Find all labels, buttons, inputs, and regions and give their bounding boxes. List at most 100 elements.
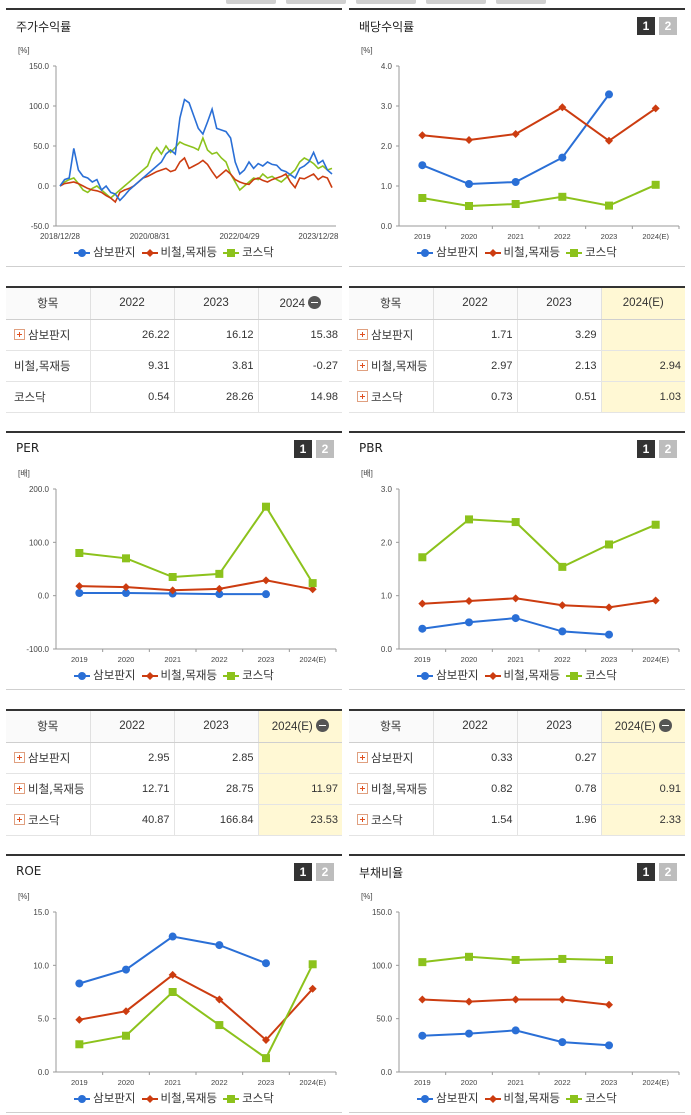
pager-button-2[interactable]: 2 bbox=[659, 440, 677, 458]
row-label: 삼보판지 bbox=[28, 750, 71, 765]
legend-marker-icon bbox=[566, 1094, 583, 1103]
expand-plus-icon[interactable] bbox=[14, 813, 25, 825]
legend-label: 비철,목재등 bbox=[160, 1091, 218, 1105]
data-point bbox=[262, 959, 270, 968]
collapse-minus-icon[interactable] bbox=[658, 719, 672, 733]
data-point bbox=[75, 979, 84, 988]
expand-plus-icon[interactable] bbox=[357, 751, 368, 763]
legend-item[interactable]: 코스닥 bbox=[566, 244, 617, 260]
legend-item[interactable]: 코스닥 bbox=[223, 244, 274, 260]
data-point bbox=[558, 1038, 567, 1047]
legend-marker bbox=[488, 1094, 497, 1103]
legend-item[interactable]: 코스닥 bbox=[223, 667, 274, 683]
expand-plus-icon[interactable] bbox=[357, 359, 368, 371]
data-point bbox=[262, 1054, 270, 1063]
data-point bbox=[651, 596, 660, 605]
y-unit-label: [%] bbox=[18, 46, 30, 55]
data-point bbox=[308, 984, 317, 993]
data-point bbox=[558, 601, 567, 610]
table-header-row: 항목 2022 2023 2024(E) bbox=[349, 286, 685, 320]
legend-marker-icon bbox=[566, 671, 583, 680]
data-point bbox=[75, 582, 84, 591]
legend-item[interactable]: 삼보판지 bbox=[74, 667, 136, 683]
legend-item[interactable]: 삼보판지 bbox=[417, 667, 479, 683]
data-point bbox=[215, 590, 224, 599]
legend-item[interactable]: 비철,목재등 bbox=[484, 667, 560, 683]
column-header: 항목 bbox=[380, 721, 402, 734]
x-tick-label: 2020 bbox=[461, 232, 478, 240]
data-point bbox=[465, 180, 473, 188]
pager-button-2[interactable]: 2 bbox=[659, 17, 677, 35]
x-tick-label: 2020 bbox=[118, 655, 135, 663]
x-tick-label: 2023 bbox=[258, 655, 275, 663]
table-row: 코스닥 0.54 28.26 14.98 bbox=[6, 381, 342, 413]
expand-plus-icon[interactable] bbox=[14, 328, 25, 340]
data-point bbox=[418, 958, 427, 967]
legend-item[interactable]: 비철,목재등 bbox=[484, 244, 560, 260]
data-point bbox=[122, 583, 130, 592]
legend-item[interactable]: 비철,목재등 bbox=[141, 667, 217, 683]
data-point bbox=[122, 965, 130, 974]
legend-item[interactable]: 삼보판지 bbox=[74, 1090, 136, 1106]
legend-item[interactable]: 비철,목재등 bbox=[484, 1090, 560, 1106]
legend-item[interactable]: 삼보판지 bbox=[417, 244, 479, 260]
legend-item[interactable]: 비철,목재등 bbox=[141, 1090, 218, 1106]
table-cell: 40.87 bbox=[89, 804, 174, 836]
legend-item[interactable]: 코스닥 bbox=[566, 667, 617, 683]
column-header: 2023 bbox=[546, 720, 572, 733]
pager-button-2[interactable]: 2 bbox=[316, 440, 334, 458]
legend-item[interactable]: 코스닥 bbox=[223, 1090, 274, 1106]
legend-item[interactable]: 비철,목재등 bbox=[141, 244, 217, 260]
legend-marker-icon bbox=[484, 1094, 501, 1103]
pager-button-2[interactable]: 2 bbox=[316, 863, 334, 881]
row-label: 삼보판지 bbox=[28, 327, 71, 342]
data-point bbox=[558, 995, 567, 1004]
pager-button-1[interactable]: 1 bbox=[294, 863, 312, 881]
data-point bbox=[511, 1026, 520, 1035]
data-point bbox=[215, 941, 224, 950]
expand-plus-icon[interactable] bbox=[357, 328, 368, 340]
pager-button-1[interactable]: 1 bbox=[294, 440, 312, 458]
legend-marker-icon bbox=[74, 248, 91, 257]
data-point bbox=[262, 1036, 270, 1044]
table-cell: 3.29 bbox=[516, 319, 601, 351]
legend-marker bbox=[227, 671, 236, 680]
data-point bbox=[308, 579, 317, 588]
expand-plus-icon[interactable] bbox=[357, 813, 368, 825]
column-header: 2024(E) bbox=[271, 721, 313, 734]
expand-plus-icon[interactable] bbox=[357, 782, 368, 794]
column-header: 2022 bbox=[119, 297, 145, 310]
data-point bbox=[262, 502, 270, 511]
collapse-minus-icon[interactable] bbox=[315, 719, 329, 733]
column-header: 2024 bbox=[279, 298, 306, 311]
data-point bbox=[418, 553, 427, 562]
chart-panel-pbr: PBR 1 2 [배] 0.0 1.0 2.0 3.0 2019 2020 2021 2022 2023… bbox=[349, 431, 685, 690]
legend-item[interactable]: 삼보판지 bbox=[74, 244, 136, 260]
expand-plus-icon[interactable] bbox=[14, 751, 25, 763]
column-header: 항목 bbox=[37, 298, 59, 311]
y-tick-label: 15.0 bbox=[33, 908, 49, 917]
collapse-minus-icon[interactable] bbox=[308, 296, 322, 310]
legend-marker bbox=[570, 1094, 579, 1103]
legend-label: 삼보판지 bbox=[93, 245, 136, 259]
pager-button-1[interactable]: 1 bbox=[637, 17, 655, 35]
data-point bbox=[168, 988, 177, 996]
data-point bbox=[465, 618, 473, 627]
data-point bbox=[605, 136, 613, 145]
table-cell: 0.54 bbox=[89, 381, 174, 413]
series-line-0 bbox=[59, 98, 333, 202]
expand-plus-icon[interactable] bbox=[357, 390, 368, 402]
pager-button-1[interactable]: 1 bbox=[637, 440, 655, 458]
chart-title: ROE bbox=[16, 864, 42, 878]
legend-marker bbox=[227, 1094, 236, 1103]
expand-plus-icon[interactable] bbox=[14, 782, 25, 794]
legend-item[interactable]: 삼보판지 bbox=[417, 1090, 479, 1106]
legend-item[interactable]: 코스닥 bbox=[566, 1090, 617, 1106]
table-stock-return: 항목 2022 2023 2024 삼보판지 26.22 16.12 15.38 비철,목재등 9… bbox=[6, 286, 342, 413]
table-row: 비철,목재등 9.31 3.81 -0.27 bbox=[6, 350, 342, 382]
pager-button-1[interactable]: 1 bbox=[637, 863, 655, 881]
table-cell: 1.71 bbox=[432, 319, 517, 351]
pager-button-2[interactable]: 2 bbox=[659, 863, 677, 881]
x-tick-label: 2019 bbox=[71, 1078, 88, 1086]
table-cell: 2.13 bbox=[516, 350, 601, 382]
